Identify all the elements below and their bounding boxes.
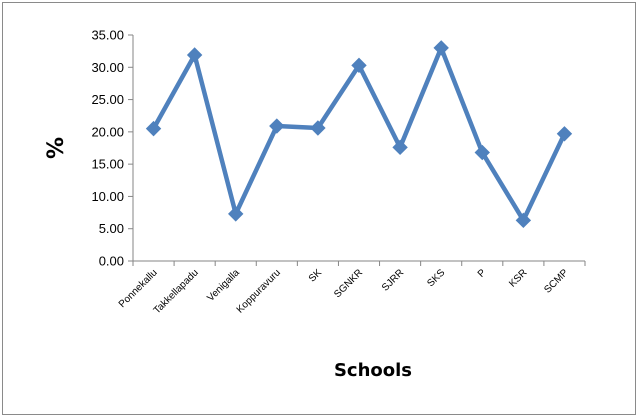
y-tick-label: 25.00: [91, 92, 124, 107]
data-point-marker: [433, 40, 449, 56]
data-point-marker: [556, 126, 573, 142]
data-point-marker: [515, 212, 532, 229]
data-point-marker: [269, 118, 285, 134]
data-point-marker: [145, 120, 162, 137]
y-axis: 0.00 5.00 10.00 15.00 20.00 25.00 30.00 35.00: [91, 28, 134, 269]
y-tick-label: 20.00: [91, 124, 124, 139]
data-point-marker: [392, 139, 408, 156]
y-tick-label: 0.00: [99, 254, 124, 269]
y-tick-label: 35.00: [91, 28, 124, 43]
data-point-marker: [474, 144, 490, 161]
series-layer: [145, 40, 573, 229]
y-tick-label: 5.00: [99, 221, 124, 236]
data-point-marker: [228, 206, 244, 222]
x-axis-title: Schools: [334, 360, 412, 381]
y-tick-label: 10.00: [91, 189, 124, 204]
y-tick-label: 15.00: [91, 157, 124, 172]
y-tick-label: 30.00: [91, 60, 124, 75]
data-point-marker: [186, 47, 203, 63]
data-point-marker: [351, 57, 367, 74]
data-point-marker: [310, 120, 326, 136]
y-axis-title: %: [44, 137, 69, 159]
